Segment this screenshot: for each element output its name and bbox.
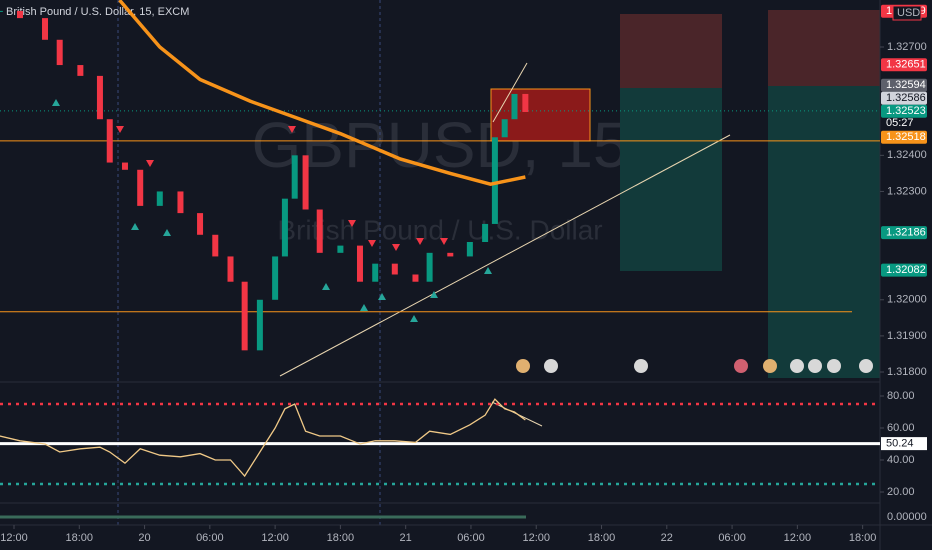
- x-tick-label: 06:00: [718, 532, 746, 544]
- candle: [121, 162, 128, 170]
- y2-tick-label: 60.00: [887, 422, 915, 434]
- candle: [466, 242, 473, 257]
- candle: [16, 10, 23, 19]
- price-tag-label: 1.32518: [886, 131, 926, 143]
- y2-tick-label: 40.00: [887, 454, 915, 466]
- price-tag-label: 1.32594: [886, 79, 926, 91]
- x-tick-label: 18:00: [849, 532, 877, 544]
- price-tag-label: 1.32523: [886, 105, 926, 117]
- currency: USD: [897, 7, 920, 19]
- x-tick-label: 18:00: [588, 532, 616, 544]
- candle: [212, 234, 219, 257]
- x-tick-label: 12:00: [522, 532, 550, 544]
- x-tick-label: 12:00: [0, 532, 28, 544]
- candle: [227, 256, 234, 282]
- candle: [106, 119, 113, 163]
- y-tick-label: 1.32700: [887, 41, 927, 53]
- candle: [337, 245, 344, 253]
- candle: [372, 263, 379, 282]
- x-tick-label: 22: [661, 532, 673, 544]
- x-tick-label: 12:00: [784, 532, 812, 544]
- price-tag: [881, 91, 927, 105]
- candle: [501, 119, 508, 138]
- y-tick-label: 1.31800: [887, 366, 927, 378]
- x-tick-label: 06:00: [457, 532, 485, 544]
- candle: [156, 191, 163, 206]
- target-zone: [620, 88, 722, 271]
- price-tag: [881, 104, 927, 118]
- candle: [96, 75, 103, 120]
- price-tag-label: 1.32586: [886, 92, 926, 104]
- x-tick-label: 06:00: [196, 532, 224, 544]
- volume-tick-label: 0.00000: [887, 511, 927, 523]
- candle: [491, 137, 498, 224]
- candle: [522, 93, 529, 112]
- candle: [0, 10, 3, 12]
- x-tick-label: 21: [400, 532, 412, 544]
- price-tag: [881, 78, 927, 92]
- y-tick-label: 1.32300: [887, 185, 927, 197]
- rsi-tag-label: 50.24: [886, 438, 914, 450]
- y2-tick-label: 20.00: [887, 486, 915, 498]
- trendline: [279, 134, 731, 377]
- rsi-tag: [881, 437, 927, 451]
- candle: [137, 169, 144, 206]
- candle: [511, 93, 518, 120]
- x-tick-label: 18:00: [66, 532, 94, 544]
- candle: [447, 252, 454, 257]
- candle: [281, 198, 288, 257]
- price-tag: [881, 263, 927, 277]
- price-tag-label: 1.32186: [886, 227, 926, 239]
- trendline: [492, 62, 528, 123]
- y-tick-label: 1.32000: [887, 294, 927, 306]
- candle: [177, 191, 184, 214]
- y-tick-label: 1.32400: [887, 149, 927, 161]
- candle: [291, 155, 298, 199]
- x-tick-label: 20: [138, 532, 150, 544]
- candle: [302, 155, 309, 210]
- x-tick-label: 18:00: [327, 532, 355, 544]
- candle: [316, 209, 323, 253]
- candle: [42, 18, 49, 40]
- candle: [256, 299, 263, 351]
- chart-title: British Pound / U.S. Dollar, 15, EXCM: [6, 6, 189, 18]
- currency-box: [892, 5, 922, 21]
- price-tag: [881, 130, 927, 144]
- watermark-subtitle: British Pound / U.S. Dollar: [277, 214, 602, 245]
- candle: [272, 256, 279, 300]
- price-tag-label: 1.32082: [886, 264, 926, 276]
- candle: [197, 213, 204, 235]
- price-tag: [881, 58, 927, 72]
- x-tick-label: 12:00: [261, 532, 289, 544]
- candle: [56, 39, 63, 66]
- rsi-line: [0, 398, 526, 478]
- price-tag: [881, 226, 927, 240]
- y2-tick-label: 80.00: [887, 390, 915, 402]
- target-zone: [768, 86, 880, 378]
- candle: [241, 281, 248, 351]
- y-tick-label: 1.31900: [887, 330, 927, 342]
- candle: [482, 223, 489, 242]
- candle: [412, 274, 419, 282]
- stop-zone: [768, 10, 880, 86]
- countdown: 05:27: [886, 117, 914, 129]
- candle: [391, 263, 398, 275]
- candle: [426, 252, 433, 282]
- stop-zone: [620, 14, 722, 88]
- event-icons: [516, 359, 873, 373]
- moving-average: [118, 0, 526, 187]
- price-tag-label: 1.32651: [886, 59, 926, 71]
- candle: [356, 245, 363, 282]
- candle: [77, 65, 84, 76]
